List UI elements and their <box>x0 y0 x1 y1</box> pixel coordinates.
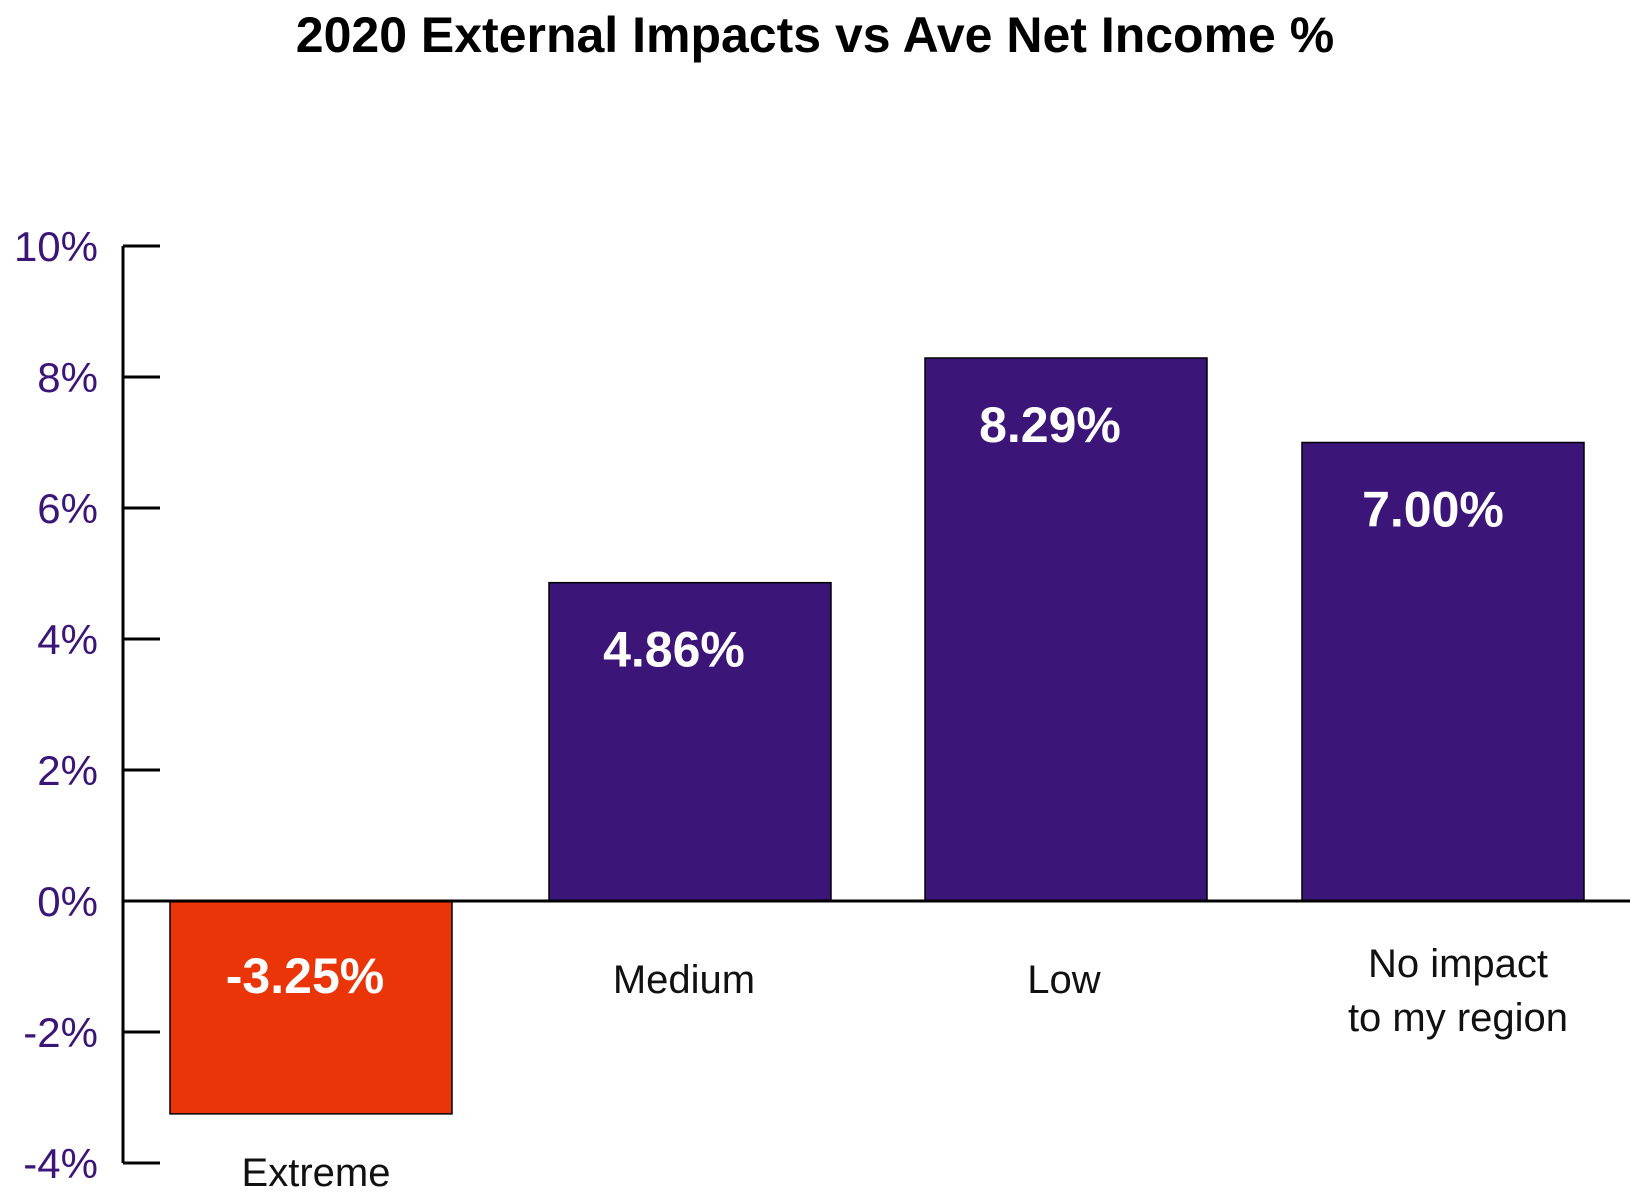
y-tick-label: 6% <box>37 485 98 532</box>
y-tick-label: 2% <box>37 747 98 794</box>
bar-medium <box>548 581 832 902</box>
category-label: Low <box>1027 958 1100 1002</box>
y-tick-label: 8% <box>37 354 98 401</box>
data-labels-layer: -3.25% 4.86% 8.29% 7.00% <box>226 397 1504 1004</box>
category-labels-layer: Extreme Medium Low No impact to my region <box>242 942 1569 1195</box>
data-label: 4.86% <box>603 622 745 678</box>
axes-layer <box>121 246 1630 1163</box>
y-tick-label: 0% <box>37 878 98 925</box>
y-tick-label: 10% <box>14 223 98 270</box>
bar-extreme <box>169 900 453 1115</box>
y-tick-label: 4% <box>37 616 98 663</box>
bar-low <box>924 357 1208 902</box>
category-label: Extreme <box>242 1151 391 1195</box>
data-label: -3.25% <box>226 948 384 1004</box>
category-label: Medium <box>613 958 755 1002</box>
bar-no-impact-to-my-region <box>1301 441 1585 902</box>
y-ticks-layer: 10% 8% 6% 4% 2% 0% -2% -4% <box>14 223 160 1187</box>
y-tick-label: -4% <box>23 1140 98 1187</box>
y-tick-label: -2% <box>23 1009 98 1056</box>
category-label: to my region <box>1348 996 1568 1040</box>
bars-layer <box>169 357 1585 1115</box>
category-label: No impact <box>1368 942 1548 986</box>
chart-title: 2020 External Impacts vs Ave Net Income … <box>295 7 1335 63</box>
data-label: 8.29% <box>979 397 1121 453</box>
data-label: 7.00% <box>1362 482 1504 538</box>
